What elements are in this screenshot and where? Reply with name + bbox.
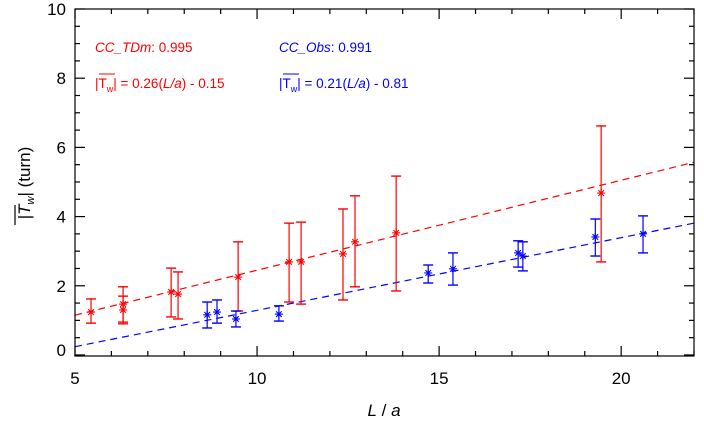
asterisk-marker [514,249,522,257]
data-point [233,241,244,312]
axis-ticks: 5 10 15 20 0 2 4 6 8 10 [47,0,695,388]
data-point [212,299,223,324]
svg-text:|Tw| = 0.26(L/a) - 0.15: |Tw| = 0.26(L/a) - 0.15 [95,76,225,94]
data-point [596,125,607,263]
asterisk-marker [275,310,283,318]
blue-fit-equation: |Tw| = 0.21(L/a) - 0.81 [279,73,409,94]
y-tick-label: 2 [57,277,66,296]
red-cc-label: CC_TDm: 0.995 [95,40,193,55]
asterisk-marker [174,290,182,298]
data-point [423,264,434,284]
fit-line-0 [74,161,695,316]
x-tick-label: 15 [430,369,449,388]
fit-line-1 [74,222,695,348]
data-point [166,267,177,318]
data-point [296,221,307,305]
data-point [173,271,184,320]
x-axis-label: L / a [367,401,400,420]
y-tick-label: 4 [57,208,66,227]
svg-text:|Tw| (turn): |Tw| (turn) [15,147,37,220]
data-point [590,218,601,257]
data-point [513,240,524,268]
asterisk-marker [232,315,240,323]
x-tick-label: 5 [70,369,79,388]
y-tick-label: 0 [57,341,66,360]
data-point [337,208,348,301]
data-point [118,295,129,323]
asterisk-marker [639,230,647,238]
asterisk-marker [449,265,457,273]
x-tick-label: 10 [248,369,267,388]
y-axis-label: |Tw| (turn) [14,147,37,225]
data-point [517,241,528,272]
asterisk-marker [213,308,221,316]
asterisk-marker [203,311,211,319]
asterisk-marker [339,250,347,258]
asterisk-marker [597,189,605,197]
data-point [447,252,458,286]
asterisk-marker [392,229,400,237]
blue-cc-label: CC_Obs: 0.991 [279,40,372,55]
data-point [391,175,402,292]
asterisk-marker [234,273,242,281]
asterisk-marker [167,288,175,296]
red-fit-equation: |Tw| = 0.26(L/a) - 0.15 [95,73,225,94]
x-tick-label: 20 [612,369,631,388]
asterisk-marker [119,306,127,314]
asterisk-marker [351,238,359,246]
asterisk-marker [519,252,527,260]
asterisk-marker [297,258,305,266]
y-tick-label: 6 [57,138,66,157]
data-point [638,215,649,254]
data-point [86,298,97,324]
asterisk-marker [285,258,293,266]
y-tick-label: 8 [57,69,66,88]
asterisk-marker [592,233,599,241]
asterisk-marker [87,308,95,316]
data-point [284,222,295,303]
data-point [350,195,361,288]
y-tick-label: 10 [47,0,66,19]
data-point [273,305,284,322]
data-marks [86,125,649,329]
svg-text:|Tw| = 0.21(L/a) - 0.81: |Tw| = 0.21(L/a) - 0.81 [279,76,409,94]
asterisk-marker [425,269,432,277]
fit-lines [74,161,695,348]
data-point [202,301,213,329]
data-point [230,310,241,328]
